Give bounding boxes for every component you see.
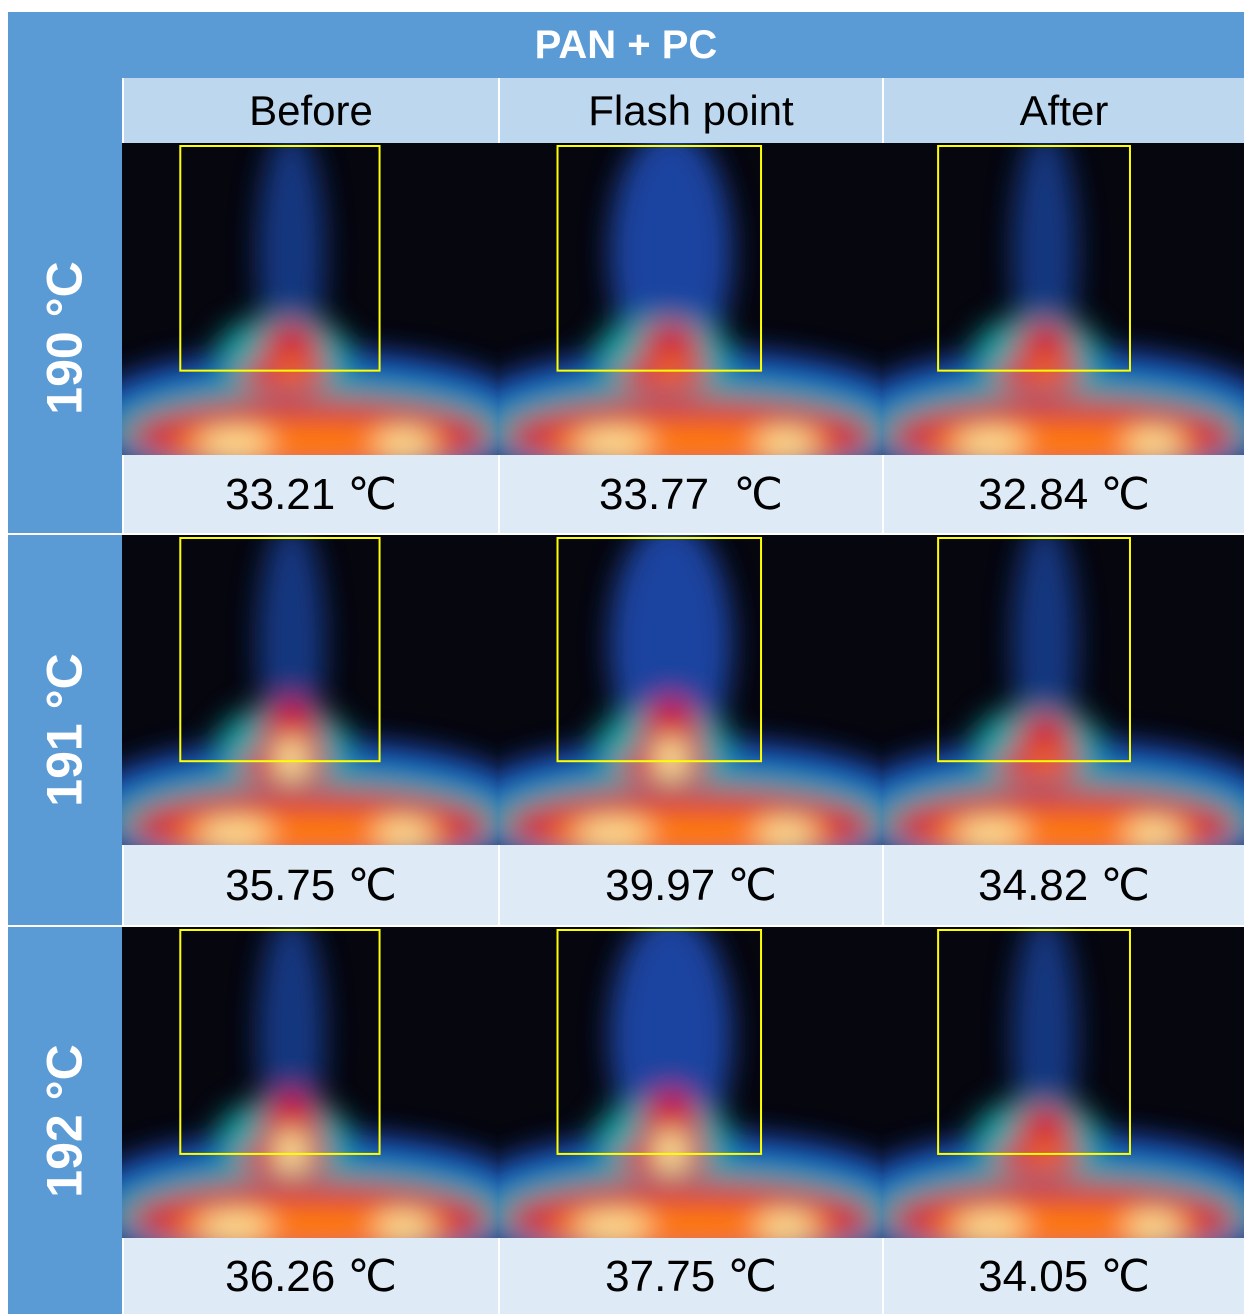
thermal-image — [122, 927, 498, 1238]
temperature: 33.21 ℃ — [122, 455, 498, 533]
page: PAN + PC (() => { const data = JSON.pars… — [0, 0, 1244, 1314]
thermal-image — [122, 535, 498, 845]
row-label: 192 °C — [8, 927, 122, 1314]
thermal-image — [122, 143, 498, 455]
thermal-image — [882, 535, 1244, 845]
thermal-image — [882, 143, 1244, 455]
temperature: 34.05 ℃ — [882, 1238, 1244, 1314]
thermal-image — [498, 927, 882, 1238]
temperature: 35.75 ℃ — [122, 845, 498, 925]
thermal-image — [882, 927, 1244, 1238]
thermal-image — [498, 535, 882, 845]
column-header: After — [882, 78, 1244, 143]
column-header: Flash point — [498, 78, 882, 143]
temperature: 34.82 ℃ — [882, 845, 1244, 925]
row-label-text: 191 °C — [36, 653, 94, 806]
temperature: 39.97 ℃ — [498, 845, 882, 925]
column-header: Before — [122, 78, 498, 143]
row-label: 191 °C — [8, 535, 122, 925]
thermal-image — [498, 143, 882, 455]
row-label-text: 192 °C — [36, 1044, 94, 1197]
corner-cell — [8, 78, 122, 143]
temperature: 36.26 ℃ — [122, 1238, 498, 1314]
temperature: 33.77 ℃ — [498, 455, 882, 533]
temperature: 32.84 ℃ — [882, 455, 1244, 533]
row-label-text: 190 °C — [36, 261, 94, 414]
row-label: 190 °C — [8, 143, 122, 533]
title: PAN + PC — [8, 12, 1244, 78]
temperature: 37.75 ℃ — [498, 1238, 882, 1314]
